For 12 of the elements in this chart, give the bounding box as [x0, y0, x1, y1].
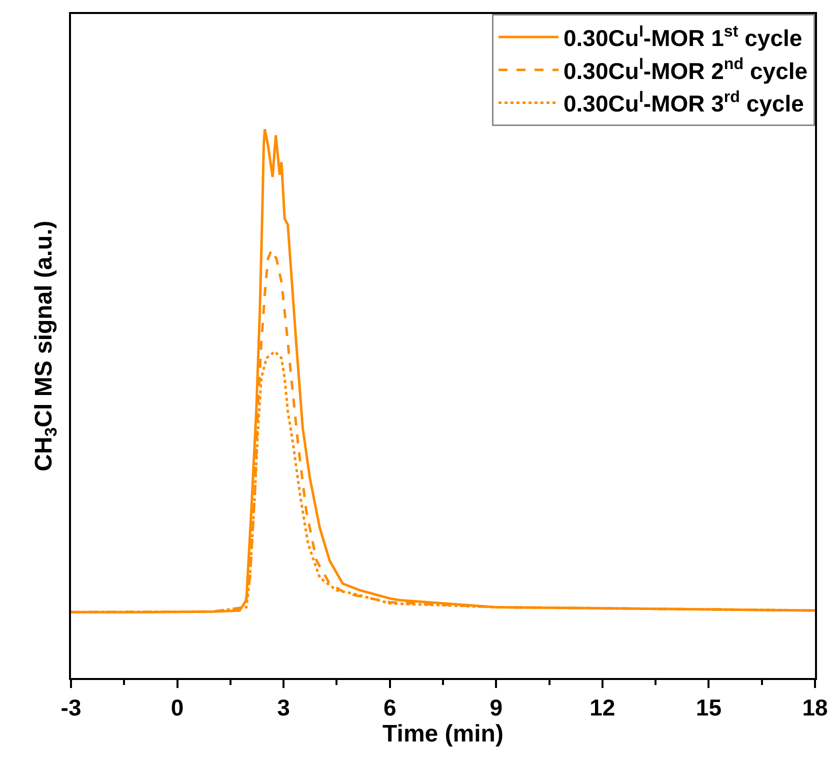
legend-label: 0.30Cu$^{I}$-MOR 1$^{st}$ cycle: [564, 22, 802, 51]
x-axis-title: Time (min): [382, 720, 504, 748]
x-tick-label: -3: [60, 694, 82, 721]
x-tick-label: 15: [696, 694, 722, 721]
x-tick-label: 3: [277, 694, 290, 721]
x-tick-label: 12: [590, 694, 616, 721]
x-tick-label: 0: [170, 694, 184, 721]
x-tick-label: 18: [802, 694, 828, 721]
legend-label: 0.30Cu$^{I}$-MOR 3$^{rd}$ cycle: [564, 88, 804, 117]
x-tick-label: 9: [490, 694, 503, 721]
legend-label: 0.30Cu$^{I}$-MOR 2$^{nd}$ cycle: [564, 55, 808, 84]
x-tick-label: 6: [383, 694, 396, 721]
